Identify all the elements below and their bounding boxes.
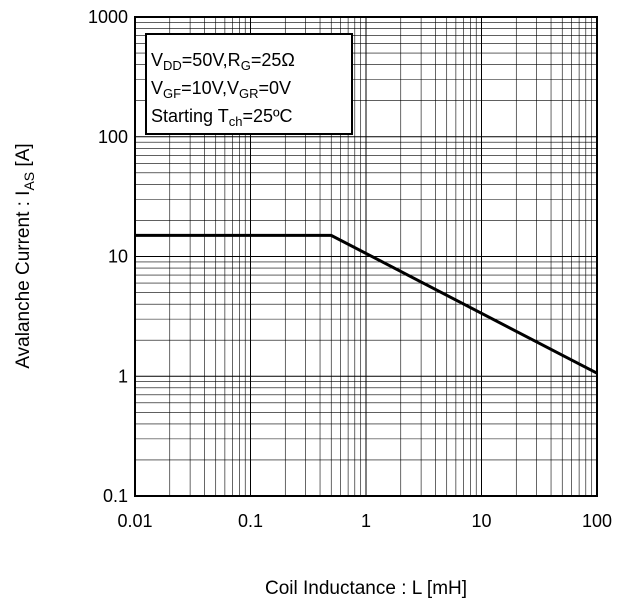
x-axis-title: Coil Inductance : L [mH]: [265, 578, 467, 599]
annotation-line: VGF=10V,VGR=0V: [151, 78, 291, 101]
annotation-text: =0V: [258, 78, 291, 98]
y-tick-label: 0.1: [103, 486, 128, 506]
y-tick-labels: 0.1 1 10 100 1000: [88, 7, 128, 506]
y-tick-label: 10: [108, 247, 128, 267]
annotation-text: =25Ω: [251, 50, 295, 70]
annotation-line: Starting Tch=25ºC: [151, 106, 293, 129]
annotation-subscript: G: [241, 58, 251, 73]
x-tick-labels: 0.01 0.1 1 10 100: [117, 511, 612, 531]
y-axis-title: Avalanche Current : IAS [A]: [13, 143, 37, 368]
x-tick-label: 0.1: [238, 511, 263, 531]
annotation-text: Starting T: [151, 106, 229, 126]
annotation-subscript: GR: [239, 86, 259, 101]
annotation-box: [145, 33, 353, 135]
plot-frame: [134, 16, 598, 497]
annotation-text: =25ºC: [242, 106, 292, 126]
annotation-line: VDD=50V,RG=25Ω: [151, 50, 295, 73]
annotation-subscript: GF: [163, 86, 181, 101]
y-axis-title-sub: AS: [21, 172, 37, 191]
annotation-text: V: [151, 50, 163, 70]
x-tick-label: 100: [582, 511, 612, 531]
series-layer: [135, 233, 598, 375]
x-tick-label: 10: [471, 511, 491, 531]
x-tick-label: 1: [361, 511, 371, 531]
y-axis-title-main: Avalanche Current : I: [13, 191, 34, 369]
y-tick-label: 1: [118, 366, 128, 386]
annotation-subscript: DD: [163, 58, 182, 73]
annotation-subscript: ch: [229, 114, 243, 129]
x-tick-label: 0.01: [117, 511, 152, 531]
annotation-text: =50V,R: [182, 50, 241, 70]
annotation-text: =10V,V: [181, 78, 239, 98]
annotation-text: V: [151, 78, 163, 98]
y-axis-title-unit: [A]: [13, 143, 34, 172]
avalanche-current-line: [135, 233, 598, 375]
y-tick-label: 100: [98, 127, 128, 147]
y-tick-label: 1000: [88, 7, 128, 27]
